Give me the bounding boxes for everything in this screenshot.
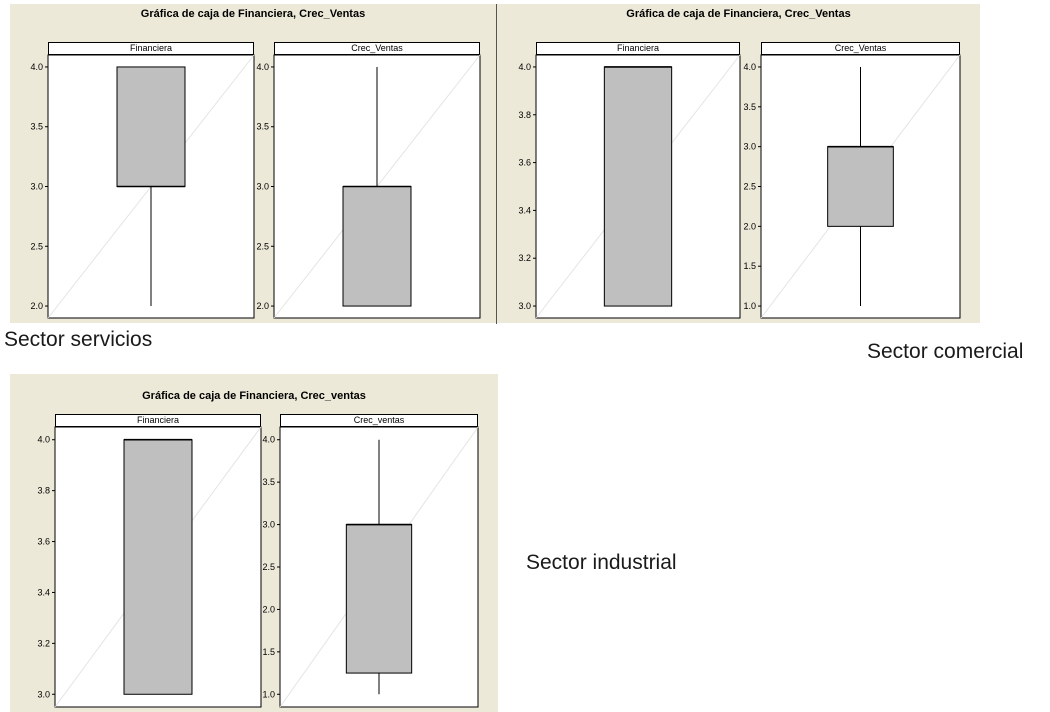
panel-plot: 2.0 2.5 3.0 3.5 4.0	[30, 54, 255, 319]
y-tick-label: 3.2	[37, 638, 50, 648]
figure-divider	[496, 4, 497, 324]
box	[603, 66, 673, 307]
y-tick-label: 3.4	[518, 205, 531, 215]
y-tick-label: 2.5	[256, 241, 269, 251]
y-tick-label: 3.6	[518, 158, 531, 168]
boxplot-figure-industrial: Gráfica de caja de Financiera, Crec_vent…	[10, 374, 498, 712]
panel-financiera: Financiera 3.0 3.2 3.4 3.6 3.8 4.0	[37, 414, 262, 708]
box	[342, 186, 412, 307]
y-tick-label: 3.8	[518, 110, 531, 120]
box	[123, 439, 193, 695]
y-tick-label: 4.0	[262, 435, 275, 445]
y-tick-label: 3.5	[262, 477, 275, 487]
y-tick-label: 3.8	[37, 486, 50, 496]
y-tick-label: 3.0	[743, 142, 756, 152]
panel-financiera: Financiera 3.0 3.2 3.4 3.6 3.8 4.0	[518, 42, 741, 319]
y-tick-label: 4.0	[256, 62, 269, 72]
figure-title: Gráfica de caja de Financiera, Crec_vent…	[142, 390, 366, 402]
sector-label-comercial: Sector comercial	[867, 340, 1024, 363]
box	[827, 146, 894, 227]
y-tick-label: 2.5	[262, 562, 275, 572]
y-tick-label: 4.0	[37, 435, 50, 445]
y-tick-label: 1.0	[743, 301, 756, 311]
y-tick-label: 3.0	[518, 301, 531, 311]
y-tick-label: 2.0	[30, 301, 43, 311]
figure-title: Gráfica de caja de Financiera, Crec_Vent…	[626, 8, 851, 20]
y-tick-label: 3.0	[256, 182, 269, 192]
y-tick-label: 1.5	[262, 647, 275, 657]
panel-crec-ventas: Crec_Ventas 2.0 2.5 3.0 3.5 4.0	[256, 42, 481, 319]
y-tick-label: 3.6	[37, 537, 50, 547]
panel-plot: 1.0 1.5 2.0 2.5 3.0 3.5 4.0	[743, 54, 961, 319]
y-tick-label: 3.0	[37, 689, 50, 699]
panel-header: Crec_ventas	[280, 414, 478, 427]
sector-label-servicios: Sector servicios	[4, 328, 153, 351]
y-tick-label: 4.0	[30, 62, 43, 72]
y-tick-label: 2.0	[743, 221, 756, 231]
y-tick-label: 1.5	[743, 261, 756, 271]
boxplot-figure-servicios: Gráfica de caja de Financiera, Crec_Vent…	[10, 4, 496, 323]
figure-title: Gráfica de caja de Financiera, Crec_Vent…	[140, 8, 366, 20]
y-tick-label: 4.0	[743, 62, 756, 72]
sector-label-industrial: Sector industrial	[526, 551, 677, 574]
y-tick-label: 2.0	[256, 301, 269, 311]
panel-plot: 3.0 3.2 3.4 3.6 3.8 4.0	[518, 54, 741, 319]
y-tick-label: 2.5	[30, 241, 43, 251]
panel-plot: 2.0 2.5 3.0 3.5 4.0	[256, 54, 481, 319]
boxplot-figure-comercial: Gráfica de caja de Financiera, Crec_Vent…	[497, 4, 980, 323]
box	[116, 66, 186, 188]
panel-header: Financiera	[55, 414, 261, 427]
y-tick-label: 2.5	[743, 182, 756, 192]
y-tick-label: 3.5	[30, 122, 43, 132]
box	[345, 524, 413, 674]
panel-header: Financiera	[536, 42, 740, 55]
y-tick-label: 3.0	[262, 520, 275, 530]
panel-financiera: Financiera 2.0 2.5 3.0 3.5 4.0	[30, 42, 255, 319]
panel-header: Crec_Ventas	[274, 42, 480, 55]
panel-plot: 1.0 1.5 2.0 2.5 3.0 3.5 4.0	[262, 426, 479, 708]
y-tick-label: 3.5	[743, 102, 756, 112]
y-tick-label: 4.0	[518, 62, 531, 72]
panel-crec-ventas: Crec_ventas 1.0 1.5 2.0 2.5 3.0 3.5 4.0	[262, 414, 479, 708]
y-tick-label: 3.5	[256, 122, 269, 132]
panel-header: Crec_Ventas	[761, 42, 960, 55]
panel-crec-ventas: Crec_Ventas 1.0 1.5 2.0 2.5 3.0 3.5 4.0	[743, 42, 961, 319]
y-tick-label: 3.4	[37, 587, 50, 597]
y-tick-label: 3.2	[518, 253, 531, 263]
y-tick-label: 2.0	[262, 604, 275, 614]
y-tick-label: 3.0	[30, 182, 43, 192]
y-tick-label: 1.0	[262, 689, 275, 699]
panel-plot: 3.0 3.2 3.4 3.6 3.8 4.0	[37, 426, 262, 708]
panel-header: Financiera	[48, 42, 254, 55]
